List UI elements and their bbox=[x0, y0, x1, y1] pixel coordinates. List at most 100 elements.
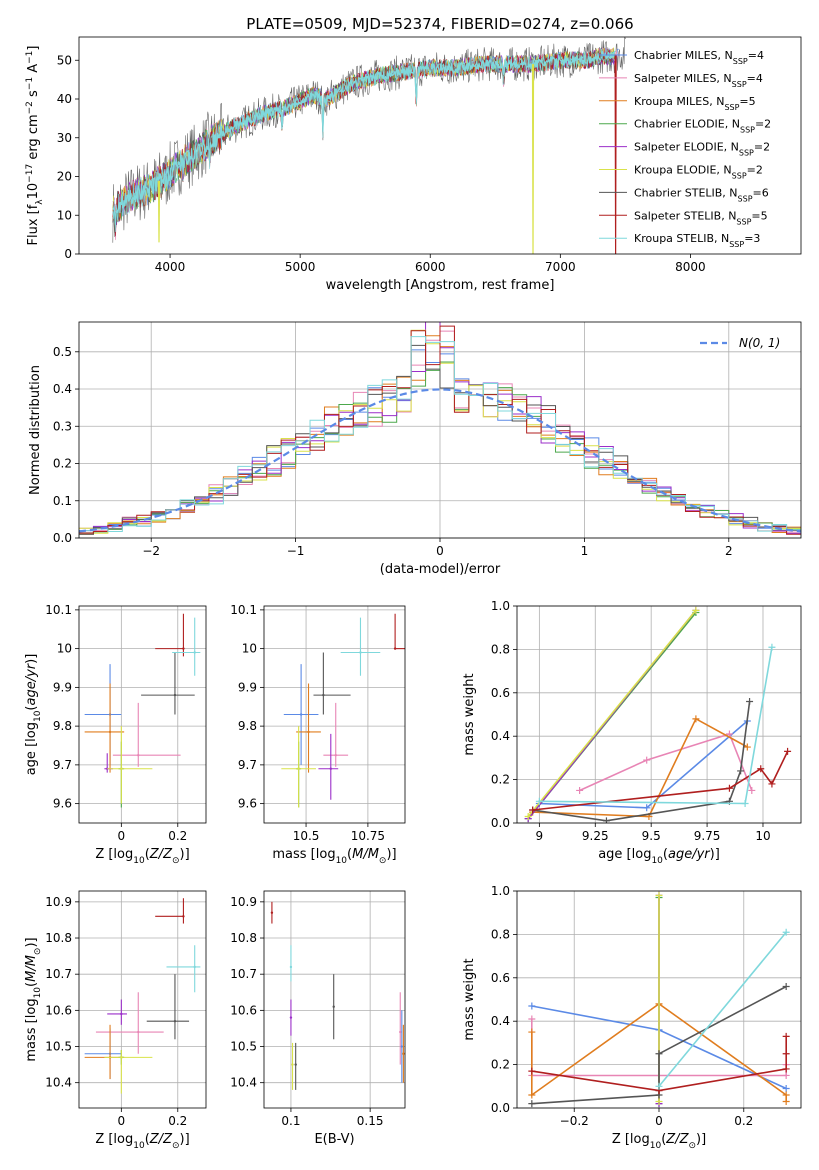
x-tick-label: 0 bbox=[436, 544, 444, 558]
plot-area bbox=[524, 606, 792, 823]
axes-frame bbox=[78, 321, 802, 539]
series-marker-kroupa-stelib bbox=[535, 797, 543, 805]
x-tick-label: 9.75 bbox=[694, 829, 721, 843]
y-tick-label: 9.7 bbox=[238, 758, 257, 772]
point-salpeter-stelib bbox=[270, 911, 274, 914]
y-tick-label: 10.1 bbox=[230, 603, 257, 617]
y-tick-label: 10.6 bbox=[230, 1003, 257, 1017]
series-line-kroupa-miles bbox=[532, 717, 748, 818]
x-tick-label: 10 bbox=[755, 829, 770, 843]
x-tick-label: −0.2 bbox=[560, 1114, 589, 1128]
y-axis-label: age [log10(age/yr)] bbox=[24, 654, 43, 776]
y-tick-label: 0.6 bbox=[491, 971, 510, 985]
x-tick-label: 10.75 bbox=[351, 829, 385, 843]
y-tick-label: 0.4 bbox=[491, 729, 510, 743]
axes-frame bbox=[78, 36, 802, 255]
y-axis-label: mass weight bbox=[462, 958, 477, 1040]
series-marker-chabrier-stelib bbox=[737, 767, 745, 775]
point-salpeter-miles bbox=[137, 753, 140, 757]
point-salpeter-elodie bbox=[289, 1016, 293, 1019]
series-marker-kroupa-miles bbox=[692, 715, 700, 723]
panel-residual-histogram: −2 −1 0 1 2 0.0 0.1 0.2 0.3 0.4 0.5 (data-model)/er… bbox=[28, 321, 802, 577]
y-tick-label: 10.7 bbox=[45, 967, 72, 981]
y-tick-label: 10.4 bbox=[230, 1076, 257, 1090]
point-salpeter-stelib bbox=[393, 647, 397, 650]
spectrum-spike-salpeter-stelib bbox=[614, 55, 617, 254]
series-marker-kroupa-elodie bbox=[524, 812, 532, 820]
gaussian-legend-label: N(0, 1) bbox=[739, 336, 780, 350]
y-tick-label: 20 bbox=[57, 170, 72, 184]
legend-label-salpeter-elodie: Salpeter ELODIE, NSSP=2 bbox=[634, 141, 770, 158]
point-kroupa-stelib bbox=[359, 651, 362, 654]
series-marker-salpeter-stelib bbox=[782, 1065, 790, 1073]
model-spectrum-kroupa-stelib-top bbox=[112, 50, 616, 225]
point-kroupa-elodie bbox=[120, 1056, 123, 1059]
legend-label-kroupa-stelib: Kroupa STELIB, NSSP=3 bbox=[634, 232, 760, 249]
x-tick-label: 0.15 bbox=[357, 1114, 384, 1128]
point-chabrier-stelib bbox=[322, 693, 325, 697]
series-marker-kroupa-miles bbox=[528, 1091, 536, 1099]
plot-area bbox=[112, 37, 626, 254]
series-marker-salpeter-stelib bbox=[757, 765, 765, 773]
plot-area bbox=[270, 901, 405, 1090]
series-marker-kroupa-stelib bbox=[768, 643, 776, 651]
y-tick-label: 0.3 bbox=[53, 419, 72, 433]
point-chabrier-miles bbox=[299, 713, 303, 716]
y-tick-label: 10 bbox=[57, 642, 72, 656]
x-tick-label: 8000 bbox=[675, 260, 706, 274]
series-marker-salpeter-miles bbox=[782, 1071, 790, 1079]
legend-label-chabrier-miles: Chabrier MILES, NSSP=4 bbox=[634, 49, 764, 66]
point-chabrier-stelib bbox=[332, 1005, 335, 1008]
point-salpeter-elodie bbox=[120, 1012, 123, 1016]
series-line-salpeter-miles bbox=[579, 733, 753, 792]
point-kroupa-stelib bbox=[289, 965, 293, 969]
y-tick-label: 10.9 bbox=[45, 895, 72, 909]
y-tick-label: 0.4 bbox=[53, 382, 72, 396]
x-axis-label: Z [log10(Z/Z⊙)] bbox=[95, 1132, 189, 1151]
legend-label-kroupa-elodie: Kroupa ELODIE, NSSP=2 bbox=[634, 164, 763, 181]
y-tick-label: 10.1 bbox=[45, 603, 72, 617]
point-chabrier-stelib bbox=[173, 1020, 177, 1023]
series-marker-salpeter-stelib bbox=[528, 1067, 536, 1075]
point-kroupa-elodie bbox=[297, 767, 300, 770]
y-tick-label: 0 bbox=[64, 247, 72, 261]
y-tick-label: 0.4 bbox=[491, 1014, 510, 1028]
plot-area bbox=[281, 613, 405, 808]
x-tick-label: 9 bbox=[536, 829, 544, 843]
gaussian-curve bbox=[79, 388, 801, 533]
plot-area bbox=[84, 613, 201, 808]
y-axis-label: mass [log10(M/M⊙)] bbox=[24, 937, 43, 1061]
panel-weight-vs-Z: −0.2 0 0.2 0.0 0.2 0.4 0.6 0.8 1.0 Z [log10(Z/Z⊙)… bbox=[462, 884, 802, 1151]
axes-frame bbox=[78, 890, 207, 1109]
x-tick-label: 9.25 bbox=[582, 829, 609, 843]
point-kroupa-stelib bbox=[193, 651, 196, 654]
x-tick-label: 7000 bbox=[545, 260, 576, 274]
y-axis-label: mass weight bbox=[462, 673, 477, 755]
x-axis-label: wavelength [Angstrom, rest frame] bbox=[326, 278, 555, 293]
point-chabrier-miles bbox=[400, 1045, 404, 1048]
series-marker-salpeter-miles bbox=[748, 786, 756, 794]
series-marker-chabrier-stelib bbox=[746, 697, 754, 705]
point-salpeter-elodie bbox=[329, 767, 332, 770]
series-marker-chabrier-stelib bbox=[655, 1050, 663, 1058]
y-axis-label: Flux [fλ10−17 erg cm−2 s−1 A−1] bbox=[25, 46, 45, 246]
point-kroupa-miles bbox=[402, 1052, 405, 1055]
series-marker-salpeter-stelib bbox=[725, 784, 733, 792]
panel-mass-vs-EBV: 0.1 0.15 10.4 10.5 10.6 10.7 10.8 10.9 E(B-V) bbox=[230, 890, 406, 1147]
point-salpeter-stelib bbox=[182, 647, 185, 650]
plot-area bbox=[79, 322, 801, 538]
y-tick-label: 0.2 bbox=[491, 773, 510, 787]
series-marker-kroupa-miles bbox=[782, 1097, 790, 1105]
y-tick-label: 10.4 bbox=[45, 1076, 72, 1090]
y-tick-label: 0.2 bbox=[53, 457, 72, 471]
y-tick-label: 0.2 bbox=[491, 1058, 510, 1072]
point-kroupa-miles bbox=[108, 730, 112, 734]
series-marker-salpeter-miles bbox=[576, 786, 584, 794]
legend-label-kroupa-miles: Kroupa MILES, NSSP=5 bbox=[634, 95, 756, 112]
x-tick-label: −2 bbox=[142, 544, 160, 558]
point-kroupa-elodie bbox=[120, 767, 123, 770]
x-tick-label: −1 bbox=[287, 544, 305, 558]
x-axis-label: E(B-V) bbox=[314, 1132, 354, 1147]
point-salpeter-miles bbox=[137, 1030, 140, 1034]
